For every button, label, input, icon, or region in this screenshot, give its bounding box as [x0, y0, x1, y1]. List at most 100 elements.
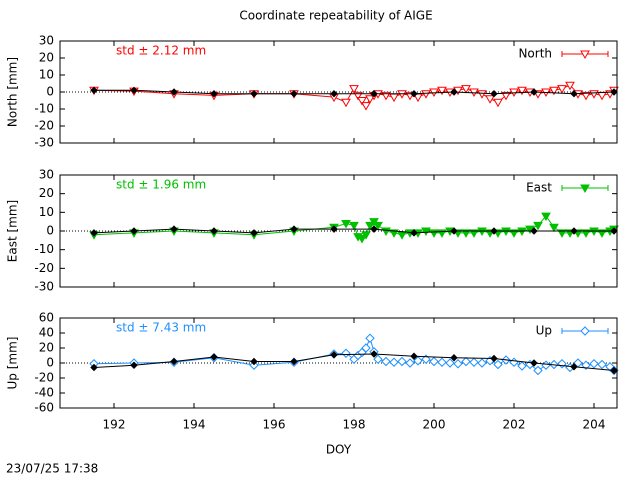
data-point: [610, 366, 618, 375]
data-point: [549, 86, 559, 96]
x-tick-label: 196: [263, 418, 286, 432]
data-point: [341, 98, 351, 108]
data-point: [413, 93, 423, 103]
data-point: [490, 354, 498, 363]
data-point: [450, 88, 458, 96]
data-point: [597, 229, 607, 238]
data-point: [421, 227, 431, 237]
y-tick-label: 20: [39, 51, 54, 65]
data-point: [490, 89, 498, 98]
data-point: [493, 359, 503, 370]
x-axis-label: DOY: [326, 443, 352, 457]
legend-label: North: [518, 47, 552, 61]
data-point: [557, 359, 567, 369]
timestamp: 23/07/25 17:38: [6, 462, 98, 476]
y-tick-label: -10: [34, 242, 54, 256]
data-point: [410, 229, 418, 237]
y-tick-label: 30: [39, 34, 54, 48]
data-point: [509, 357, 519, 367]
data-point: [365, 95, 375, 104]
data-point: [437, 86, 447, 96]
y-tick-label: -20: [34, 371, 54, 385]
y-tick-label: 0: [46, 224, 54, 238]
data-point: [453, 359, 463, 369]
data-point: [389, 93, 399, 103]
data-point: [530, 88, 538, 96]
legend-label: Up: [536, 324, 552, 338]
y-tick-label: 0: [46, 85, 54, 99]
data-point: [90, 229, 98, 237]
data-point: [249, 360, 259, 370]
data-point: [461, 356, 471, 367]
data-point: [541, 212, 551, 222]
data-point: [493, 98, 503, 108]
plot-frame: [59, 317, 618, 409]
data-point: [410, 352, 418, 360]
data-point: [370, 89, 378, 98]
data-point: [361, 102, 371, 111]
data-point: [437, 357, 447, 367]
data-point: [170, 357, 178, 366]
y-tick-label: -30: [34, 136, 54, 150]
data-point: [330, 351, 338, 359]
data-point: [557, 229, 567, 238]
data-point: [405, 358, 415, 368]
data-point: [530, 227, 538, 235]
data-point: [413, 356, 423, 366]
data-point: [357, 97, 367, 106]
data-point: [349, 221, 359, 231]
data-point: [397, 356, 407, 367]
y-tick-label: 20: [39, 186, 54, 200]
data-point: [330, 89, 338, 98]
data-point: [365, 333, 375, 343]
data-point: [477, 358, 487, 368]
y-axis-label: North [mm]: [6, 57, 20, 127]
data-point: [477, 90, 487, 99]
data-point: [461, 85, 471, 94]
data-point: [541, 360, 551, 370]
data-point: [357, 234, 367, 244]
y-tick-label: 10: [39, 68, 54, 82]
series-line: [94, 89, 615, 95]
data-point: [581, 91, 591, 101]
x-tick-label: 202: [503, 418, 526, 432]
y-tick-label: -20: [34, 261, 54, 275]
data-point: [445, 358, 455, 368]
data-point: [361, 343, 371, 353]
series-line: [93, 228, 614, 234]
data-point: [589, 359, 599, 369]
x-tick-label: 198: [343, 418, 366, 432]
data-point: [397, 231, 407, 240]
data-point: [250, 357, 258, 366]
y-tick-label: -10: [34, 102, 54, 116]
data-point: [130, 86, 138, 95]
data-point: [365, 221, 375, 231]
data-point: [549, 223, 559, 233]
data-point: [170, 225, 178, 233]
data-point: [570, 363, 578, 371]
data-point: [341, 348, 351, 358]
y-tick-label: 20: [39, 341, 54, 355]
data-point: [570, 227, 578, 235]
data-point: [341, 220, 351, 229]
data-point: [509, 229, 519, 238]
data-point: [461, 229, 471, 238]
data-point: [410, 89, 418, 98]
data-point: [530, 359, 538, 367]
series-line: [93, 353, 615, 371]
plot-frame: [59, 174, 618, 288]
y-tick-label: 10: [39, 205, 54, 219]
legend-marker: [580, 326, 590, 336]
x-tick-label: 192: [103, 418, 126, 432]
x-tick-label: 194: [183, 418, 206, 432]
data-point: [210, 89, 218, 98]
data-point: [469, 229, 479, 238]
y-tick-label: -60: [34, 401, 54, 415]
data-point: [90, 86, 98, 95]
data-point: [469, 357, 479, 367]
y-tick-label: 30: [39, 168, 54, 182]
data-point: [210, 227, 218, 235]
data-point: [610, 88, 618, 96]
legend-marker: [580, 184, 590, 194]
data-point: [557, 85, 567, 94]
